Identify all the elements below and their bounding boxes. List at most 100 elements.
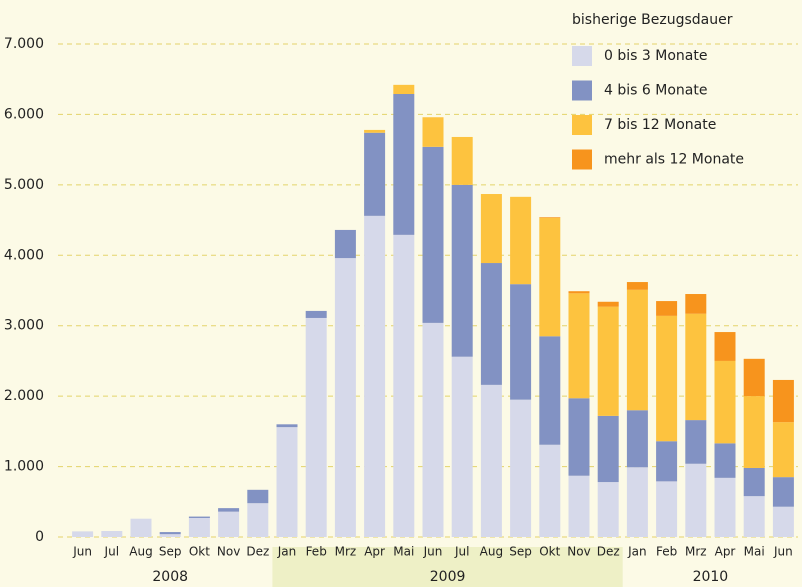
bar-segment <box>393 94 415 235</box>
year-label: 2010 <box>693 569 729 585</box>
x-tick-label: Jan <box>277 545 297 559</box>
bar-segment <box>159 534 181 537</box>
year-band <box>272 547 623 587</box>
x-tick-label: Aug <box>129 545 152 559</box>
bar-segment <box>305 317 327 537</box>
x-tick-label: Mrz <box>335 545 357 559</box>
x-tick-label: Feb <box>656 545 677 559</box>
x-tick-label: Sep <box>509 545 532 559</box>
bar-segment <box>626 410 648 468</box>
bar-segment <box>218 508 240 512</box>
bar-segment <box>772 506 794 537</box>
x-tick-label: Sep <box>159 545 182 559</box>
x-tick-label: Dez <box>246 545 269 559</box>
bar-segment <box>714 443 736 478</box>
bar-segment <box>568 398 590 476</box>
bar-segment <box>539 444 561 537</box>
bar-segment <box>568 293 590 399</box>
x-tick-label: Feb <box>306 545 327 559</box>
bar-segment <box>305 310 327 318</box>
year-band <box>622 547 798 587</box>
x-tick-label: Jun <box>72 545 92 559</box>
legend-label: mehr als 12 Monate <box>604 152 744 168</box>
x-tick-label: Mai <box>744 545 765 559</box>
bar-segment <box>656 441 678 482</box>
bar-segment <box>539 217 561 337</box>
y-tick-label: 6.000 <box>4 106 44 122</box>
bar-segment <box>772 379 794 423</box>
bar-segment <box>772 477 794 507</box>
year-label: 2008 <box>152 569 188 585</box>
x-tick-label: Okt <box>189 545 210 559</box>
legend-title: bisherige Bezugsdauer <box>572 12 733 28</box>
bar-segment <box>364 215 386 538</box>
bar-segment <box>539 217 561 218</box>
bar-segment <box>626 282 648 290</box>
x-tick-label: Jul <box>454 545 469 559</box>
legend-swatch <box>572 80 592 101</box>
x-tick-label: Mai <box>393 545 414 559</box>
bar-segment <box>743 396 765 468</box>
x-tick-label: Nov <box>217 545 240 559</box>
x-tick-label: Jun <box>773 545 793 559</box>
bar-segment <box>685 313 707 421</box>
bar-segment <box>568 475 590 537</box>
bar-segment <box>626 467 648 537</box>
legend-label: 0 bis 3 Monate <box>604 48 707 64</box>
x-tick-label: Apr <box>364 545 385 559</box>
bar-segment <box>334 258 356 537</box>
legend-swatch <box>572 115 592 135</box>
bar-segment <box>685 463 707 537</box>
bar-segment <box>422 146 444 323</box>
bar-segment <box>568 291 590 294</box>
bar-segment <box>539 336 561 445</box>
bar-segment <box>451 136 473 185</box>
bar-segment <box>626 289 648 411</box>
bar-segment <box>510 196 532 285</box>
bar-segment <box>772 422 794 478</box>
bar-segment <box>714 332 736 361</box>
bar-segment <box>159 532 181 535</box>
legend-label: 4 bis 6 Monate <box>604 83 707 99</box>
x-tick-label: Jun <box>423 545 443 559</box>
year-band <box>68 547 273 587</box>
x-tick-label: Okt <box>539 545 560 559</box>
bar-segment <box>714 360 736 444</box>
bar-segment <box>276 424 298 428</box>
x-tick-label: Aug <box>480 545 503 559</box>
x-tick-label: Jan <box>627 545 647 559</box>
y-tick-label: 0 <box>35 529 44 545</box>
bar-segment <box>422 117 444 147</box>
year-label: 2009 <box>430 569 466 585</box>
bar-segment <box>393 234 415 537</box>
bar-segment <box>276 427 298 537</box>
legend-swatch <box>572 149 592 170</box>
y-tick-label: 7.000 <box>4 36 44 52</box>
bar-segment <box>422 322 444 537</box>
bar-segment <box>743 358 765 397</box>
legend-label: 7 bis 12 Monate <box>604 117 716 133</box>
bar-segment <box>247 503 269 537</box>
bar-segment <box>364 129 386 133</box>
bar-segment <box>247 489 269 504</box>
bar-segment <box>743 496 765 537</box>
bar-segment <box>451 356 473 537</box>
bar-segment <box>597 306 619 416</box>
bar-segment <box>364 132 386 216</box>
bar-segment <box>656 481 678 537</box>
y-tick-label: 2.000 <box>4 388 44 404</box>
bar-segment <box>451 184 473 357</box>
bar-segment <box>480 263 502 385</box>
bar-segment <box>480 384 502 537</box>
bar-segment <box>714 477 736 537</box>
y-tick-label: 5.000 <box>4 177 44 193</box>
y-tick-label: 4.000 <box>4 247 44 263</box>
bar-segment <box>72 531 94 537</box>
bar-segment <box>101 531 123 537</box>
x-tick-label: Jul <box>104 545 119 559</box>
bar-segment <box>510 284 532 400</box>
x-tick-label: Nov <box>567 545 590 559</box>
bar-segment <box>597 415 619 483</box>
bar-segment <box>656 301 678 316</box>
bar-segment <box>597 482 619 537</box>
